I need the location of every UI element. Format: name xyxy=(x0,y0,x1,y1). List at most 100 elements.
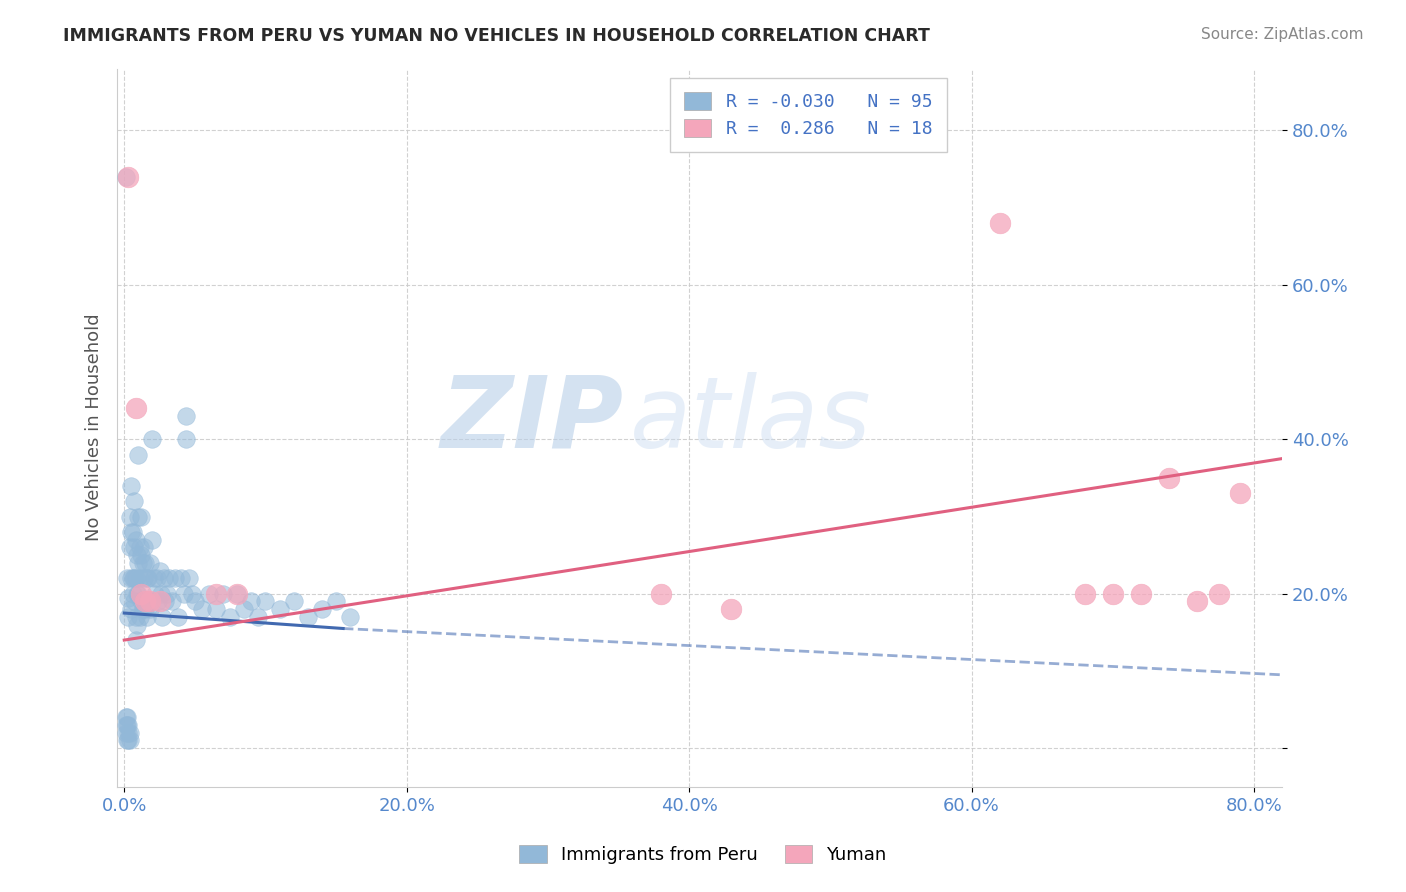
Point xyxy=(205,602,228,616)
Point xyxy=(125,587,148,601)
Point xyxy=(131,602,153,616)
Text: Source: ZipAtlas.com: Source: ZipAtlas.com xyxy=(1201,27,1364,42)
Point xyxy=(127,509,149,524)
Point xyxy=(114,725,136,739)
Point xyxy=(121,587,143,601)
Point xyxy=(114,718,136,732)
Point xyxy=(118,725,141,739)
Point xyxy=(141,533,163,547)
Point xyxy=(115,733,138,747)
Point xyxy=(720,602,742,616)
Point xyxy=(191,602,214,616)
Point xyxy=(141,432,163,446)
Text: ZIP: ZIP xyxy=(441,372,624,469)
Point xyxy=(988,216,1011,230)
Point xyxy=(117,610,139,624)
Point xyxy=(149,587,172,601)
Point xyxy=(159,571,181,585)
Point xyxy=(120,571,142,585)
Point xyxy=(127,587,149,601)
Point xyxy=(198,587,221,601)
Point xyxy=(117,718,139,732)
Point xyxy=(1101,587,1123,601)
Point xyxy=(135,571,157,585)
Point xyxy=(156,587,179,601)
Point xyxy=(226,587,249,601)
Point xyxy=(120,478,142,492)
Point xyxy=(1229,486,1251,500)
Point xyxy=(124,633,146,648)
Point xyxy=(139,594,162,608)
Point xyxy=(184,594,207,608)
Point xyxy=(128,541,150,555)
Point xyxy=(138,556,160,570)
Point xyxy=(117,725,139,739)
Point xyxy=(125,548,148,562)
Point xyxy=(115,571,138,585)
Point xyxy=(254,594,277,608)
Point xyxy=(138,602,160,616)
Point xyxy=(167,610,190,624)
Point xyxy=(121,571,143,585)
Point xyxy=(146,594,169,608)
Point xyxy=(135,610,157,624)
Point xyxy=(115,710,138,724)
Point xyxy=(120,602,142,616)
Point xyxy=(117,733,139,747)
Point xyxy=(122,541,145,555)
Point xyxy=(114,710,136,724)
Point xyxy=(148,564,170,578)
Point xyxy=(117,169,139,184)
Point xyxy=(143,587,166,601)
Point xyxy=(129,548,152,562)
Point xyxy=(122,571,145,585)
Point xyxy=(150,610,173,624)
Point xyxy=(138,594,160,608)
Point xyxy=(129,594,152,608)
Point xyxy=(134,556,156,570)
Point xyxy=(122,594,145,608)
Point xyxy=(129,509,152,524)
Point xyxy=(132,571,155,585)
Point xyxy=(1130,587,1153,601)
Point xyxy=(1187,594,1209,608)
Point xyxy=(120,524,142,539)
Point xyxy=(118,733,141,747)
Point xyxy=(283,594,305,608)
Point xyxy=(162,594,184,608)
Point xyxy=(297,610,319,624)
Point xyxy=(240,594,263,608)
Point xyxy=(339,610,361,624)
Point xyxy=(325,594,347,608)
Point xyxy=(124,610,146,624)
Point xyxy=(226,587,249,601)
Point xyxy=(148,594,170,608)
Legend: Immigrants from Peru, Yuman: Immigrants from Peru, Yuman xyxy=(505,830,901,879)
Point xyxy=(269,602,291,616)
Point xyxy=(128,571,150,585)
Point xyxy=(136,571,159,585)
Legend: R = -0.030   N = 95, R =  0.286   N = 18: R = -0.030 N = 95, R = 0.286 N = 18 xyxy=(669,78,948,153)
Point xyxy=(170,571,193,585)
Point xyxy=(145,571,167,585)
Point xyxy=(118,541,141,555)
Point xyxy=(124,401,146,416)
Point xyxy=(142,571,165,585)
Point xyxy=(152,571,174,585)
Point xyxy=(131,556,153,570)
Point xyxy=(114,169,136,184)
Point xyxy=(176,432,198,446)
Point xyxy=(118,509,141,524)
Point xyxy=(124,533,146,547)
Text: atlas: atlas xyxy=(630,372,872,469)
Point xyxy=(247,610,270,624)
Point xyxy=(134,594,156,608)
Point xyxy=(311,602,333,616)
Point xyxy=(153,594,176,608)
Point xyxy=(132,541,155,555)
Y-axis label: No Vehicles in Household: No Vehicles in Household xyxy=(86,314,103,541)
Point xyxy=(122,494,145,508)
Text: IMMIGRANTS FROM PERU VS YUMAN NO VEHICLES IN HOUSEHOLD CORRELATION CHART: IMMIGRANTS FROM PERU VS YUMAN NO VEHICLE… xyxy=(63,27,931,45)
Point xyxy=(176,409,198,423)
Point xyxy=(124,571,146,585)
